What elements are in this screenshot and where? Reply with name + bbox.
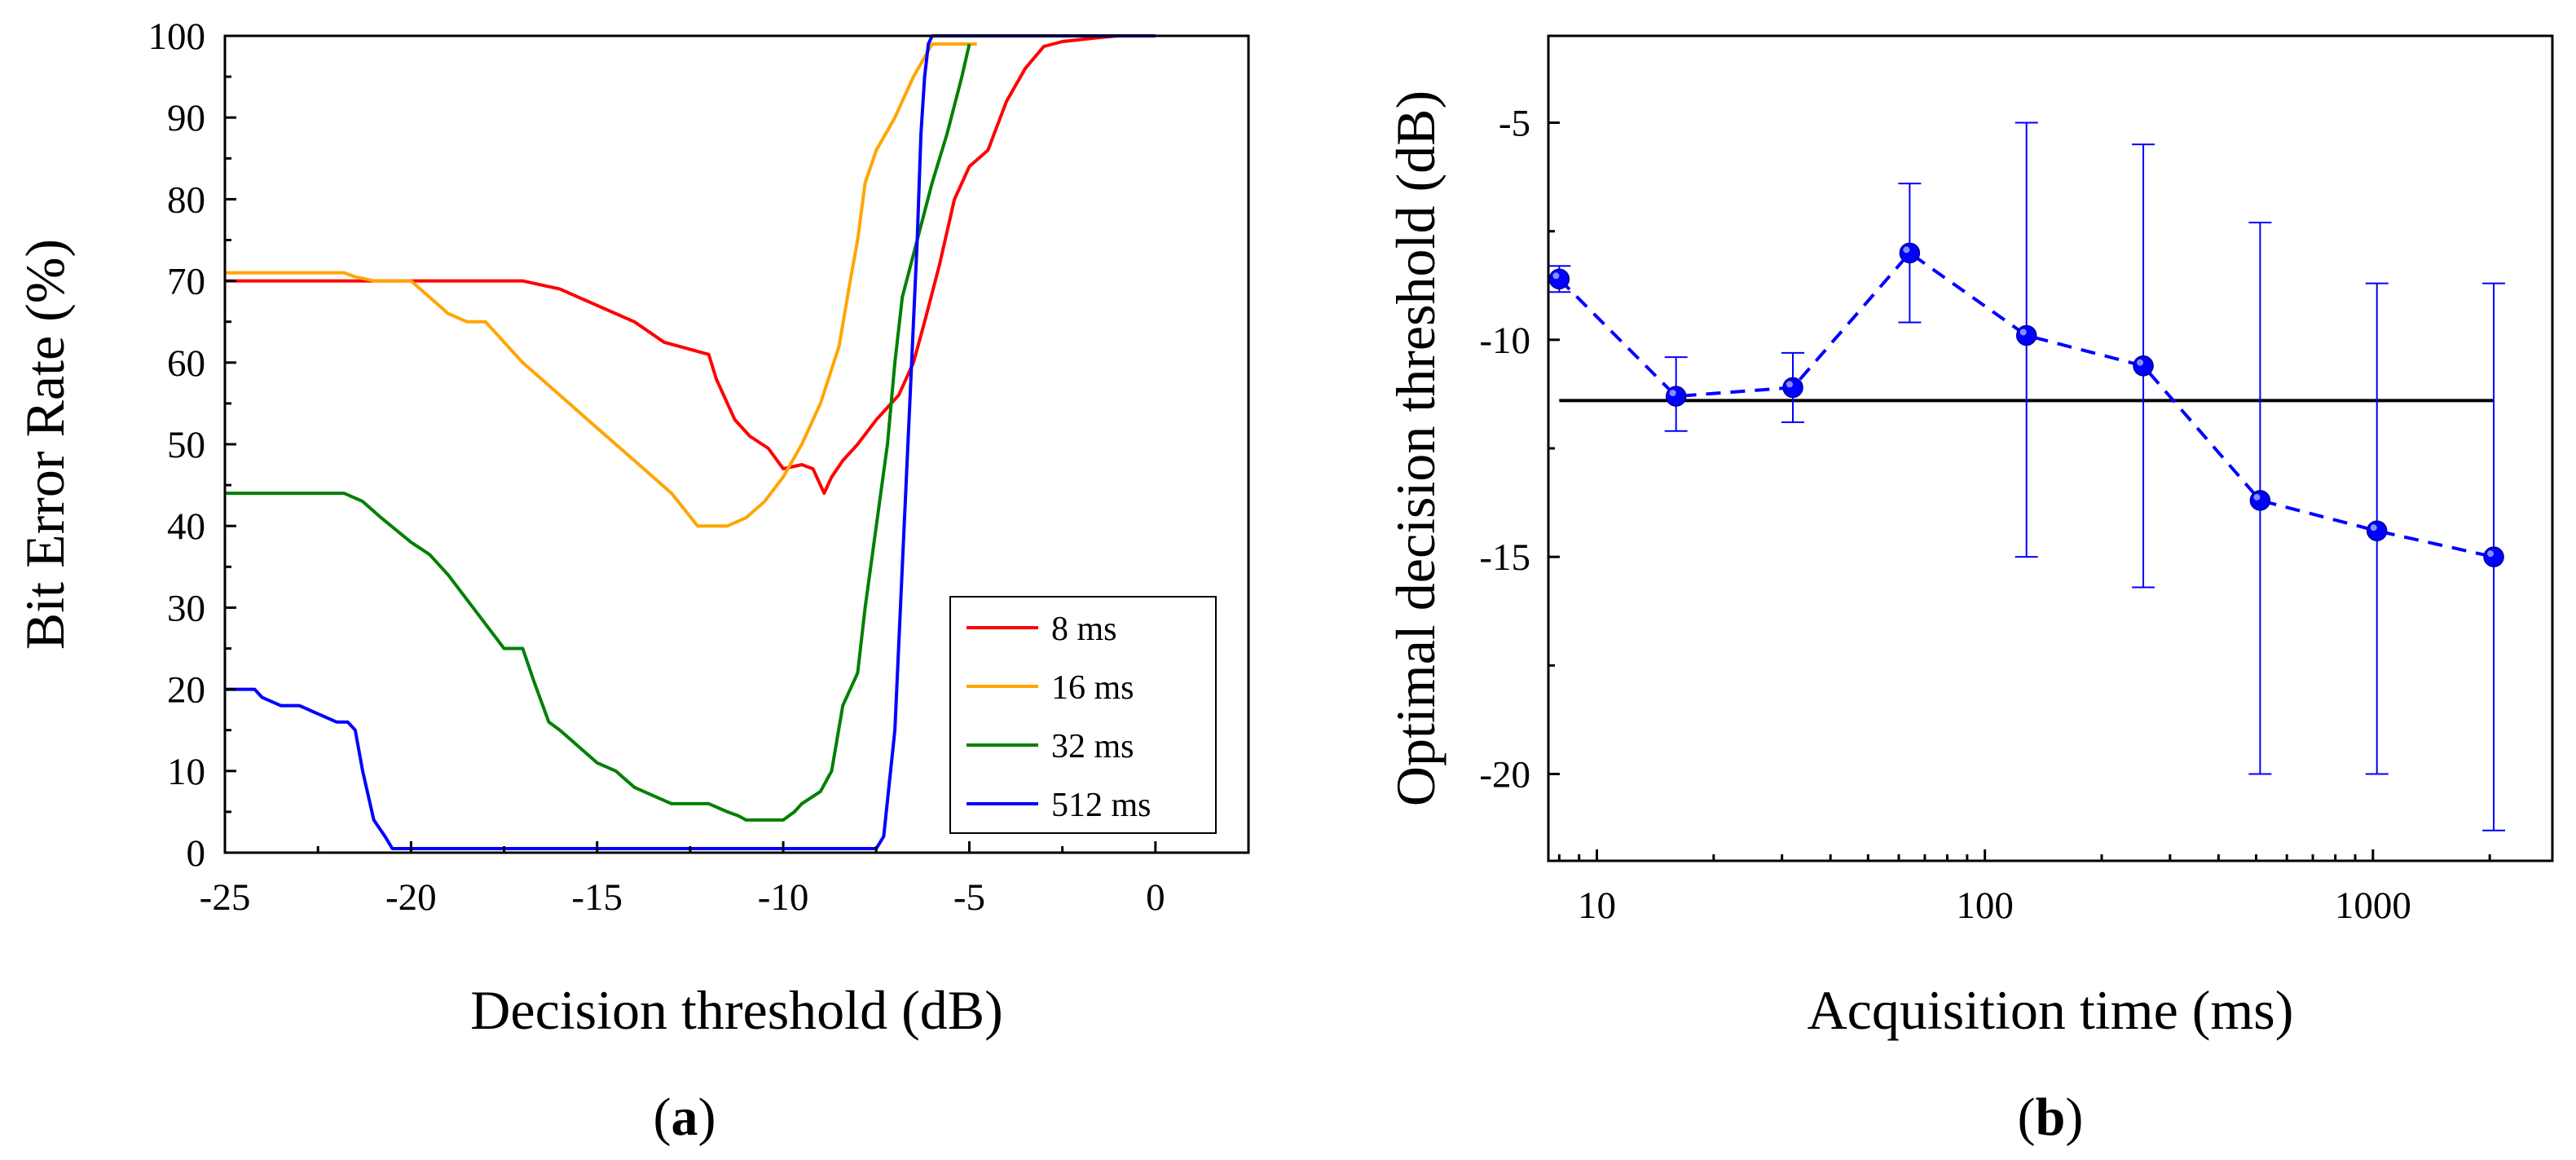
chart-a-legend-entry: 16 ms	[1051, 669, 1134, 707]
chart-b-plot-frame	[1547, 34, 2554, 862]
chart-a-series-line	[225, 43, 971, 822]
chart-panel-b: 10 100 1000 -20 -15 -10 -5 Acquisition time (…	[1385, 34, 2554, 1147]
chart-a-x-tick-label: 0	[1146, 876, 1165, 919]
chart-b-data-point	[2133, 355, 2154, 377]
chart-b-data-point	[2483, 546, 2504, 567]
chart-a-y-tick-label: 20	[167, 669, 205, 712]
chart-a-y-tick-label: 60	[167, 342, 205, 385]
chart-b-y-tick-label: -15	[1479, 536, 1530, 579]
chart-b-y-axis-label: Optimal decision threshold (dB)	[1385, 90, 1447, 806]
chart-b-x-tick-label: 1000	[2335, 884, 2411, 927]
chart-a-legend-entry: 32 ms	[1051, 728, 1134, 765]
chart-a-x-tick-label: -20	[385, 876, 437, 919]
chart-b-data-point	[1899, 242, 1921, 264]
chart-a-y-ticks: 0 10 20 30 40 50 60 70 80 90 100	[148, 15, 236, 875]
chart-a-y-tick-label: 70	[167, 261, 205, 303]
chart-b-x-ticks: 10 100 1000	[1557, 849, 2491, 927]
chart-a-y-tick-label: 10	[167, 751, 205, 793]
chart-a-y-tick-label: 100	[148, 15, 206, 58]
chart-b-y-tick-label: -5	[1499, 103, 1530, 145]
chart-a-legend-box	[949, 596, 1217, 834]
chart-a-y-tick-label: 50	[167, 424, 205, 466]
panel-b-letter: b	[2036, 1087, 2066, 1147]
chart-a-y-axis-label: Bit Error Rate (%)	[14, 239, 76, 650]
chart-a-y-tick-label: 90	[167, 97, 205, 139]
chart-a-series-line	[225, 42, 977, 528]
chart-b-series-line	[1557, 250, 2495, 559]
chart-b-x-axis-label: Acquisition time (ms)	[1808, 979, 2294, 1041]
chart-a-x-tick-label: -10	[758, 876, 809, 919]
chart-a-legend-entry: 8 ms	[1051, 611, 1117, 648]
chart-b-data-point	[1782, 377, 1803, 399]
chart-a-y-tick-label: 0	[187, 832, 206, 875]
chart-b-y-tick-label: -10	[1479, 320, 1530, 362]
chart-a-x-tick-label: -5	[953, 876, 985, 919]
chart-a-series-line	[225, 34, 1119, 496]
chart-b-x-tick-label: 100	[1956, 884, 2014, 927]
chart-a-x-axis-label: Decision threshold (dB)	[470, 979, 1002, 1041]
chart-a-legend-entry: 512 ms	[1051, 787, 1151, 824]
chart-b-x-tick-label: 10	[1578, 884, 1616, 927]
panel-a-label: (a)	[654, 1087, 716, 1147]
chart-b-data-point	[2366, 520, 2388, 541]
chart-b-data-point	[1548, 268, 1570, 290]
chart-a-legend: 8 ms 16 ms 32 ms 512 ms	[949, 596, 1217, 834]
chart-a-y-tick-label: 80	[167, 179, 205, 221]
chart-b-data-point	[2249, 490, 2271, 511]
panel-b-label: (b)	[2018, 1087, 2084, 1147]
chart-a-x-ticks: -25 -20 -15 -10 -5 0	[200, 841, 1165, 919]
chart-b-data-point	[2015, 324, 2037, 346]
chart-a-x-tick-label: -25	[200, 876, 251, 919]
chart-b-y-tick-label: -20	[1479, 753, 1530, 796]
chart-a-x-tick-label: -15	[571, 876, 623, 919]
chart-b-y-ticks: -20 -15 -10 -5	[1479, 103, 1560, 796]
chart-a-y-tick-label: 30	[167, 587, 205, 629]
chart-b-data-point	[1665, 386, 1687, 407]
chart-panel-a: 8 ms 16 ms 32 ms 512 ms -25 -20 -15 -10 -5 0 0 10…	[14, 15, 1250, 1147]
panel-a-letter: a	[672, 1087, 698, 1147]
chart-a-y-tick-label: 40	[167, 505, 205, 548]
chart-b-series	[1548, 121, 2506, 831]
